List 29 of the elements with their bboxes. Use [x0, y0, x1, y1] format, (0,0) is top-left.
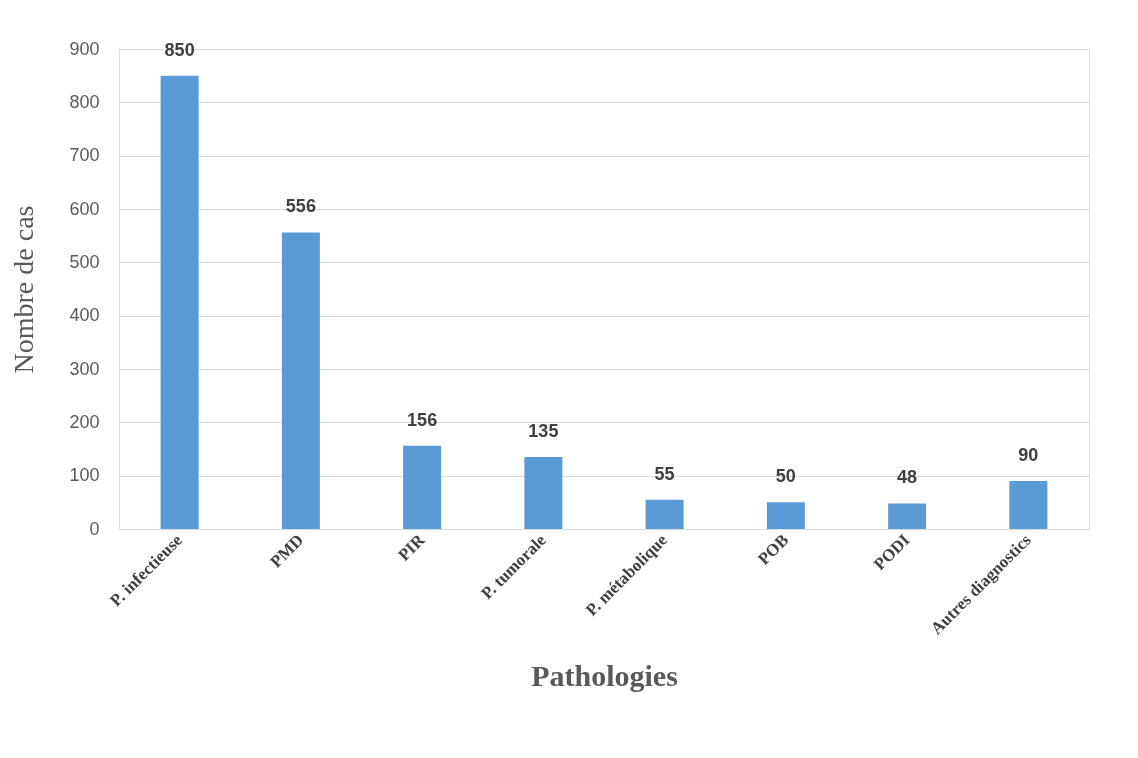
bar [766, 502, 805, 529]
data-label: 55 [654, 463, 675, 484]
data-label: 156 [407, 409, 438, 430]
y-tick-label: 800 [69, 91, 100, 112]
bar [645, 499, 684, 529]
data-label: 50 [775, 466, 796, 487]
y-tick-label: 500 [69, 251, 100, 272]
data-label: 556 [285, 196, 316, 217]
bar [1009, 481, 1048, 529]
bar [524, 457, 563, 529]
data-label: 90 [1018, 445, 1039, 465]
x-axis-title: Pathologies [531, 659, 678, 693]
data-label: 48 [897, 467, 918, 488]
y-tick-label: 0 [89, 518, 100, 539]
data-label: 135 [528, 421, 559, 441]
bar [160, 75, 199, 529]
y-tick-label: 100 [69, 465, 100, 486]
x-tick-label: PIR [394, 529, 429, 565]
y-axis-title: Nombre de cas [8, 205, 40, 374]
y-tick-label: 200 [69, 411, 100, 432]
y-tick-label: 400 [69, 305, 100, 326]
y-tick-label: 900 [69, 38, 100, 59]
y-tick-label: 300 [69, 358, 100, 379]
data-label: 850 [164, 39, 195, 60]
y-tick-label: 600 [69, 198, 100, 219]
bar [403, 445, 442, 529]
bar [281, 232, 320, 529]
y-tick-label: 700 [69, 145, 100, 166]
bar [888, 503, 927, 529]
